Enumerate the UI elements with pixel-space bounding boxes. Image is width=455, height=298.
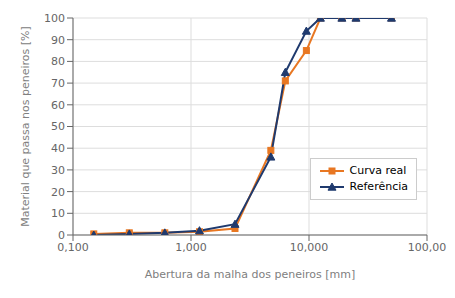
svg-text:Abertura da malha dos peneiros: Abertura da malha dos peneiros [mm] <box>145 268 356 281</box>
html-text:Referência: Referência <box>349 180 408 193</box>
svg-text:Material que passa nos peneiro: Material que passa nos peneiros [%] <box>19 26 32 227</box>
svg-text:0,100: 0,100 <box>57 241 89 254</box>
svg-text:30: 30 <box>51 164 65 177</box>
svg-text:40: 40 <box>51 142 65 155</box>
svg-text:100: 100 <box>44 12 65 25</box>
html-text:Curva real: Curva real <box>349 164 407 177</box>
svg-text:50: 50 <box>51 120 65 133</box>
svg-text:20: 20 <box>51 186 65 199</box>
svg-text:10,000: 10,000 <box>290 241 329 254</box>
svg-text:0: 0 <box>58 229 65 242</box>
svg-text:90: 90 <box>51 34 65 47</box>
svg-text:80: 80 <box>51 55 65 68</box>
svg-text:1,000: 1,000 <box>175 241 207 254</box>
svg-text:10: 10 <box>51 207 65 220</box>
svg-text:100,00: 100,00 <box>408 241 447 254</box>
svg-text:70: 70 <box>51 77 65 90</box>
svg-text:60: 60 <box>51 99 65 112</box>
